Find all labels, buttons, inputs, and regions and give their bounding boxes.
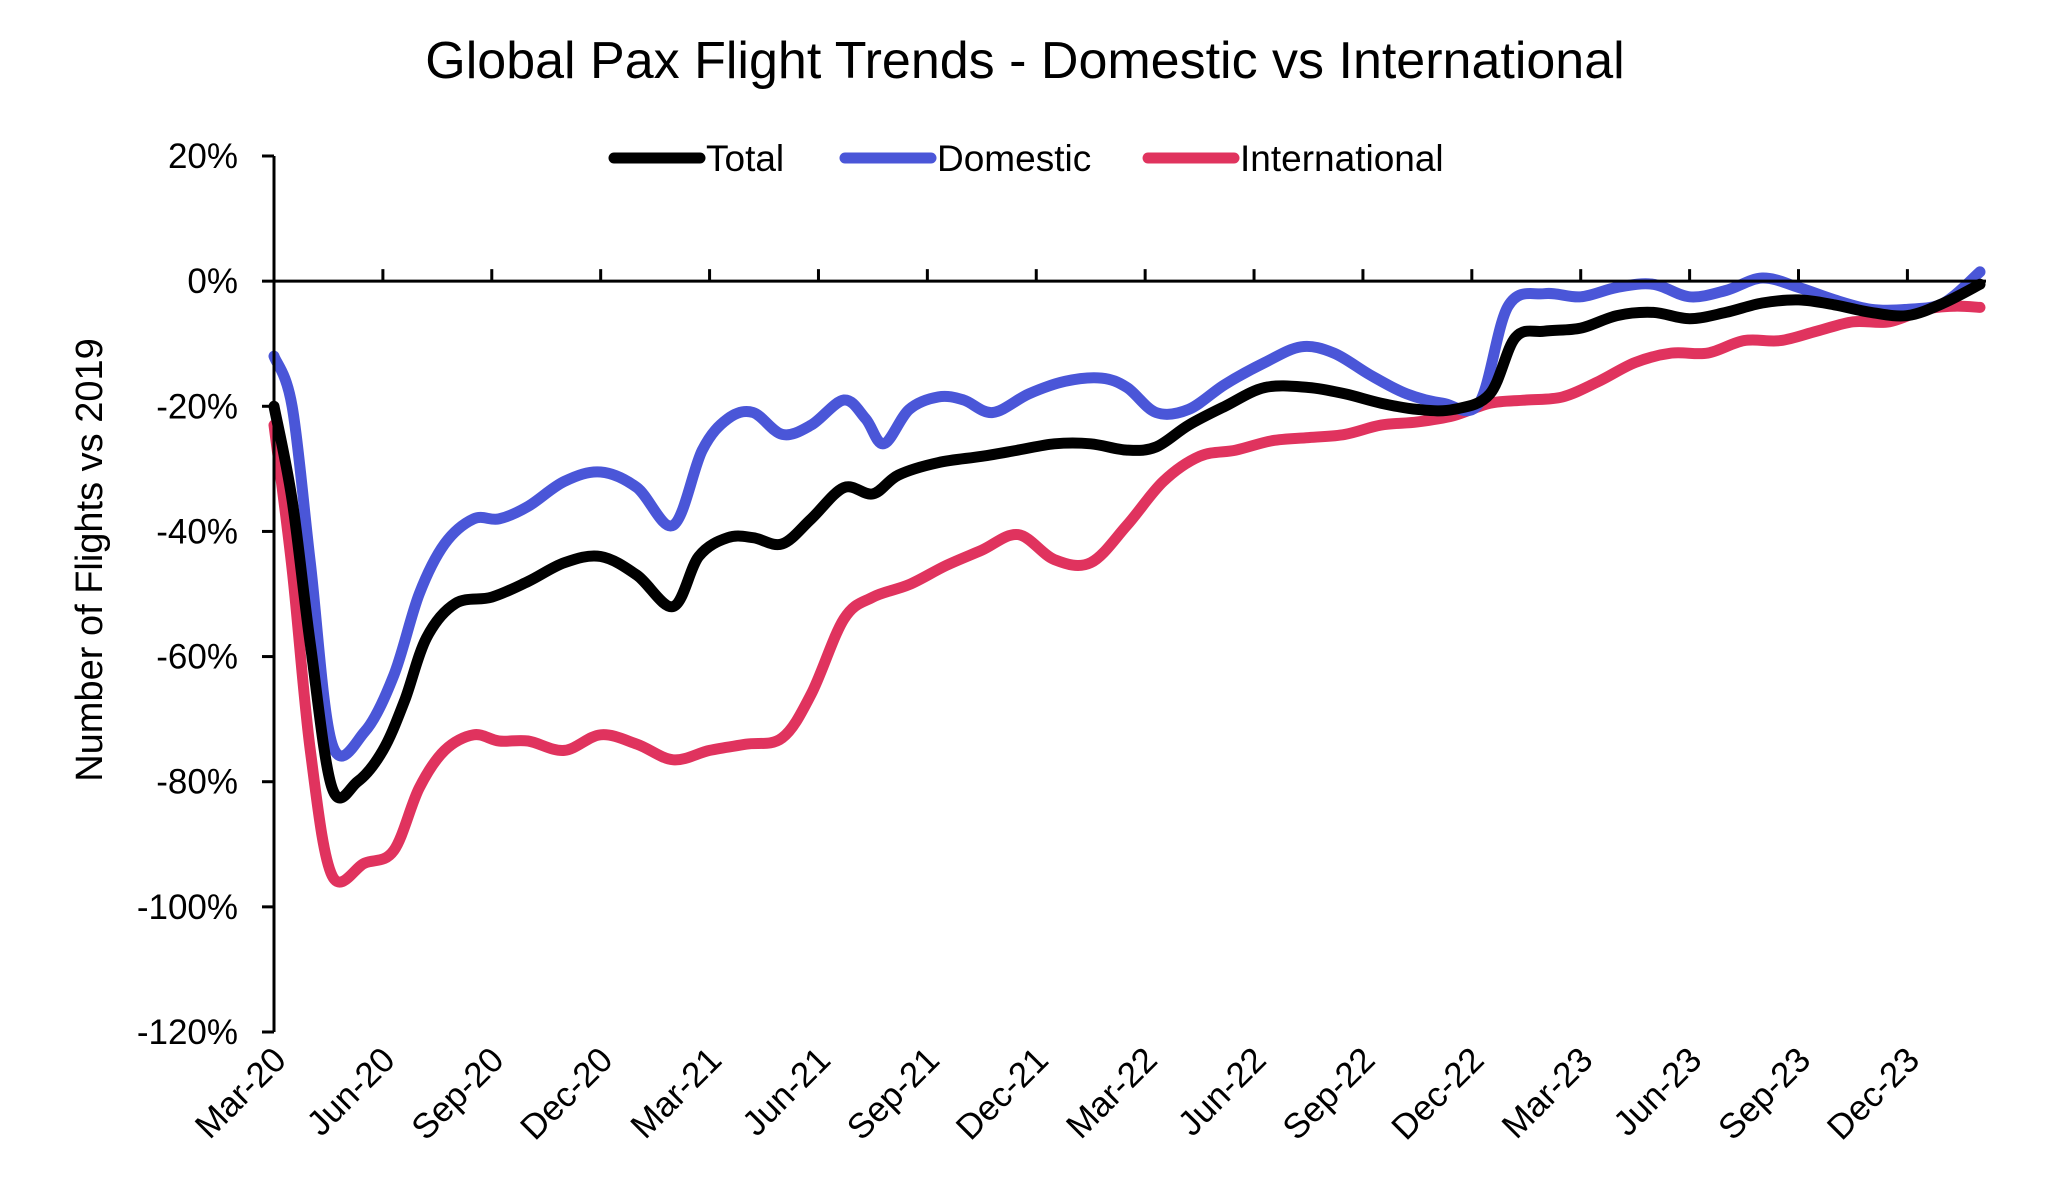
- series-line-domestic: [268, 266, 1986, 762]
- y-axis-label: Number of Flights vs 2019: [69, 338, 111, 782]
- x-tick-label: Mar-22: [1059, 1040, 1165, 1146]
- y-tick-label: -20%: [156, 387, 238, 426]
- y-tick-label: -80%: [156, 763, 238, 802]
- legend-label-domestic: Domestic: [937, 138, 1091, 179]
- y-axis-ticks: 20% 0% -20% -40% -60% -80% -100% -120%: [137, 137, 274, 1052]
- y-tick-label: -100%: [137, 888, 238, 927]
- y-tick-label: -40%: [156, 512, 238, 551]
- x-tick-label: Dec-22: [1384, 1040, 1491, 1147]
- x-tick-label: Dec-23: [1820, 1040, 1927, 1147]
- x-tick-label: Jun-23: [1606, 1040, 1709, 1143]
- series-layer: [268, 266, 1986, 888]
- x-tick-label: Jun-20: [299, 1040, 402, 1143]
- x-tick-label: Sep-20: [404, 1040, 511, 1147]
- chart-title: Global Pax Flight Trends - Domestic vs I…: [425, 32, 1624, 90]
- x-tick-label: Dec-21: [949, 1040, 1056, 1147]
- x-tick-label: Sep-23: [1711, 1040, 1818, 1147]
- x-tick-label: Dec-20: [513, 1040, 620, 1147]
- x-tick-label: Jun-22: [1170, 1040, 1273, 1143]
- series-line-international: [268, 300, 1986, 888]
- series-line-total: [268, 278, 1986, 804]
- x-tick-label: Jun-21: [735, 1040, 838, 1143]
- y-tick-label: -120%: [137, 1013, 238, 1052]
- x-tick-label: Mar-23: [1494, 1040, 1600, 1146]
- y-tick-label: 0%: [187, 262, 238, 301]
- x-tick-label: Sep-22: [1275, 1040, 1382, 1147]
- y-tick-label: 20%: [168, 137, 238, 176]
- x-axis-ticks: Mar-20 Jun-20 Sep-20 Dec-20 Mar-21 Jun-21 Sep-…: [188, 269, 1927, 1147]
- x-tick-label: Mar-20: [188, 1040, 294, 1146]
- legend-label-total: Total: [706, 138, 784, 179]
- x-tick-label: Sep-21: [840, 1040, 947, 1147]
- legend-label-international: International: [1240, 138, 1444, 179]
- x-tick-label: Mar-21: [623, 1040, 729, 1146]
- legend: Total Domestic International: [608, 138, 1444, 179]
- y-tick-label: -60%: [156, 638, 238, 677]
